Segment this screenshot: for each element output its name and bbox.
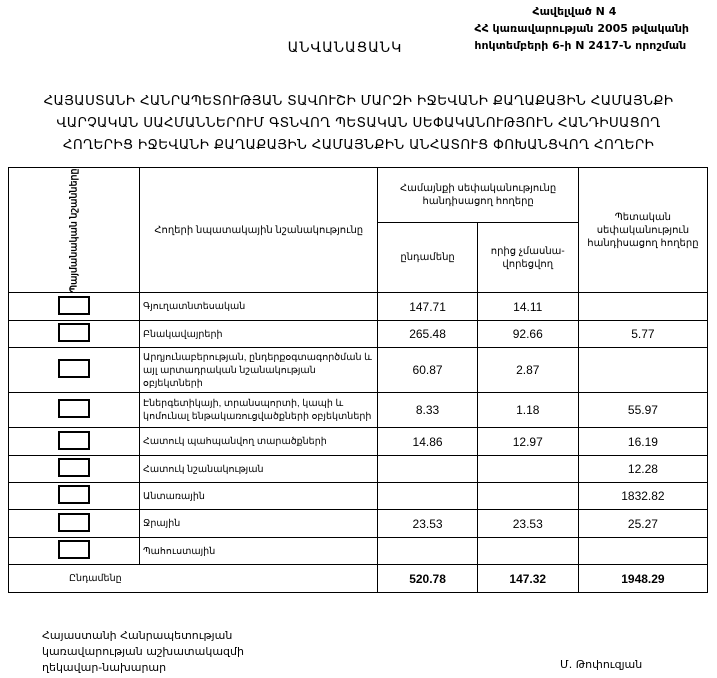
community-non-privatized: 12.97 xyxy=(476,427,579,456)
symbol-cell xyxy=(7,347,141,393)
header-state: Պետական սեփականություն հանդիսացող հողերը xyxy=(577,167,709,293)
table-row: Անտառային 1832.82 xyxy=(7,482,709,510)
row-label: Էներգետիկայի, տրանսպորտի, կապի և կոմունա… xyxy=(139,392,379,428)
community-total: 14.86 xyxy=(377,427,478,456)
community-total xyxy=(377,537,478,565)
community-total: 8.33 xyxy=(377,392,478,428)
header-symbols: Պայմանական նշանները xyxy=(7,167,141,293)
legend-symbol-box xyxy=(58,458,91,477)
community-total: 265.48 xyxy=(377,320,478,348)
symbol-cell xyxy=(7,455,141,483)
state-land: 55.97 xyxy=(577,392,709,428)
signature-block: Հայաստանի Հանրապետության կառավարության ա… xyxy=(42,628,244,676)
state-land xyxy=(577,347,709,393)
state-land xyxy=(577,292,709,321)
state-land: 25.27 xyxy=(577,509,709,538)
header-purpose: Հողերի նպատակային նշանակությունը xyxy=(139,167,379,293)
community-total xyxy=(377,482,478,510)
legend-symbol-box xyxy=(58,323,91,342)
header-line: Հավելված N 4 xyxy=(532,5,617,18)
table-row: Գյուղատնտեսական 147.71 14.11 xyxy=(7,292,709,321)
total-community: 520.78 xyxy=(377,564,478,593)
row-label: Հատուկ պահպանվող տարածքների xyxy=(139,427,379,456)
state-land xyxy=(577,537,709,565)
community-total: 147.71 xyxy=(377,292,478,321)
legend-symbol-box xyxy=(58,430,91,450)
appendix-header: Հավելված N 4 ՀՀ կառավարության 2005 թվակա… xyxy=(474,3,689,54)
header-line: հոկտեմբերի 6-ի N 2417-Ն որոշման xyxy=(474,39,687,52)
state-land: 1832.82 xyxy=(577,482,709,510)
row-label: Գյուղատնտեսական xyxy=(139,292,379,321)
total-row: Ընդամենը 520.78 147.32 1948.29 xyxy=(7,564,709,593)
table-row: Արդյունաբերության, ընդերքօգտագործման և ա… xyxy=(7,347,709,393)
signatory-title-line: ղեկավար-նախարար xyxy=(42,661,167,674)
community-non-privatized: 92.66 xyxy=(476,320,579,348)
total-non-privatized: 147.32 xyxy=(476,564,579,593)
total-label: Ընդամենը xyxy=(7,564,379,593)
row-label: Ջրային xyxy=(139,509,379,538)
signatory-title-line: Հայաստանի Հանրապետության xyxy=(42,629,233,642)
header-community: Համայնքի սեփականությունը հանդիսացող հողե… xyxy=(377,167,579,223)
symbol-cell xyxy=(7,427,141,456)
row-label: Արդյունաբերության, ընդերքօգտագործման և ա… xyxy=(139,347,379,393)
subtitle-line: ՀԱՅԱՍՏԱՆԻ ՀԱՆՐԱՊԵՏՈՒԹՅԱՆ ՏԱՎՈՒՇԻ ՄԱՐԶԻ Ի… xyxy=(43,93,674,109)
legend-symbol-box xyxy=(58,540,91,559)
community-non-privatized xyxy=(476,455,579,483)
symbol-cell xyxy=(7,509,141,538)
document-subtitle: ՀԱՅԱՍՏԱՆԻ ՀԱՆՐԱՊԵՏՈՒԹՅԱՆ ՏԱՎՈՒՇԻ ՄԱՐԶԻ Ի… xyxy=(0,90,717,156)
table-row: Ջրային 23.53 23.53 25.27 xyxy=(7,509,709,538)
table-row: Բնակավայրերի 265.48 92.66 5.77 xyxy=(7,320,709,348)
header-total: ընդամենը xyxy=(377,222,478,293)
community-total xyxy=(377,455,478,483)
legend-symbol-box xyxy=(58,399,91,418)
table-row: Էներգետիկայի, տրանսպորտի, կապի և կոմունա… xyxy=(7,392,709,428)
row-label: Հատուկ նշանակության xyxy=(139,455,379,483)
row-label: Անտառային xyxy=(139,482,379,510)
land-table: Պայմանական նշանները Հողերի նպատակային նշ… xyxy=(7,167,709,593)
document-title: ԱՆՎԱՆԱՑԱՆԿ xyxy=(287,40,403,56)
community-non-privatized: 23.53 xyxy=(476,509,579,538)
header-line: ՀՀ կառավարության 2005 թվականի xyxy=(474,22,689,35)
symbol-cell xyxy=(7,320,141,348)
state-land: 5.77 xyxy=(577,320,709,348)
community-non-privatized: 1.18 xyxy=(476,392,579,428)
subtitle-line: ՀՈՂԵՐԻՑ ԻՋԵՎԱՆԻ ՔԱՂԱՔԱՅԻՆ ՀԱՄԱՅՆՔԻՆ ԱՆՀԱ… xyxy=(62,137,655,153)
community-non-privatized: 14.11 xyxy=(476,292,579,321)
legend-symbol-box xyxy=(58,485,91,504)
total-state: 1948.29 xyxy=(577,564,709,593)
state-land: 16.19 xyxy=(577,427,709,456)
state-land: 12.28 xyxy=(577,455,709,483)
legend-symbol-box xyxy=(58,512,91,532)
legend-symbol-box xyxy=(58,295,91,315)
symbol-cell xyxy=(7,392,141,428)
legend-symbol-box xyxy=(58,359,91,378)
header-non-privatized: որից չմասնա-վորեցվող xyxy=(476,222,579,293)
community-non-privatized: 2.87 xyxy=(476,347,579,393)
table-row: Հատուկ պահպանվող տարածքների 14.86 12.97 … xyxy=(7,427,709,456)
table-row: Հատուկ նշանակության 12.28 xyxy=(7,455,709,483)
community-non-privatized xyxy=(476,537,579,565)
community-total: 23.53 xyxy=(377,509,478,538)
row-label: Պահուստային xyxy=(139,537,379,565)
community-total: 60.87 xyxy=(377,347,478,393)
signatory-name: Մ. Թոփուզյան xyxy=(560,658,643,671)
signatory-title-line: կառավարության աշխատակազմի xyxy=(42,645,244,658)
symbol-cell xyxy=(7,292,141,321)
symbol-cell xyxy=(7,537,141,565)
table-row: Պահուստային xyxy=(7,537,709,565)
symbol-cell xyxy=(7,482,141,510)
subtitle-line: ՎԱՐՉԱԿԱՆ ՍԱՀՄԱՆՆԵՐՈՒՄ ԳՏՆՎՈՂ ՊԵՏԱԿԱՆ ՍԵՓ… xyxy=(56,115,661,131)
row-label: Բնակավայրերի xyxy=(139,320,379,348)
community-non-privatized xyxy=(476,482,579,510)
